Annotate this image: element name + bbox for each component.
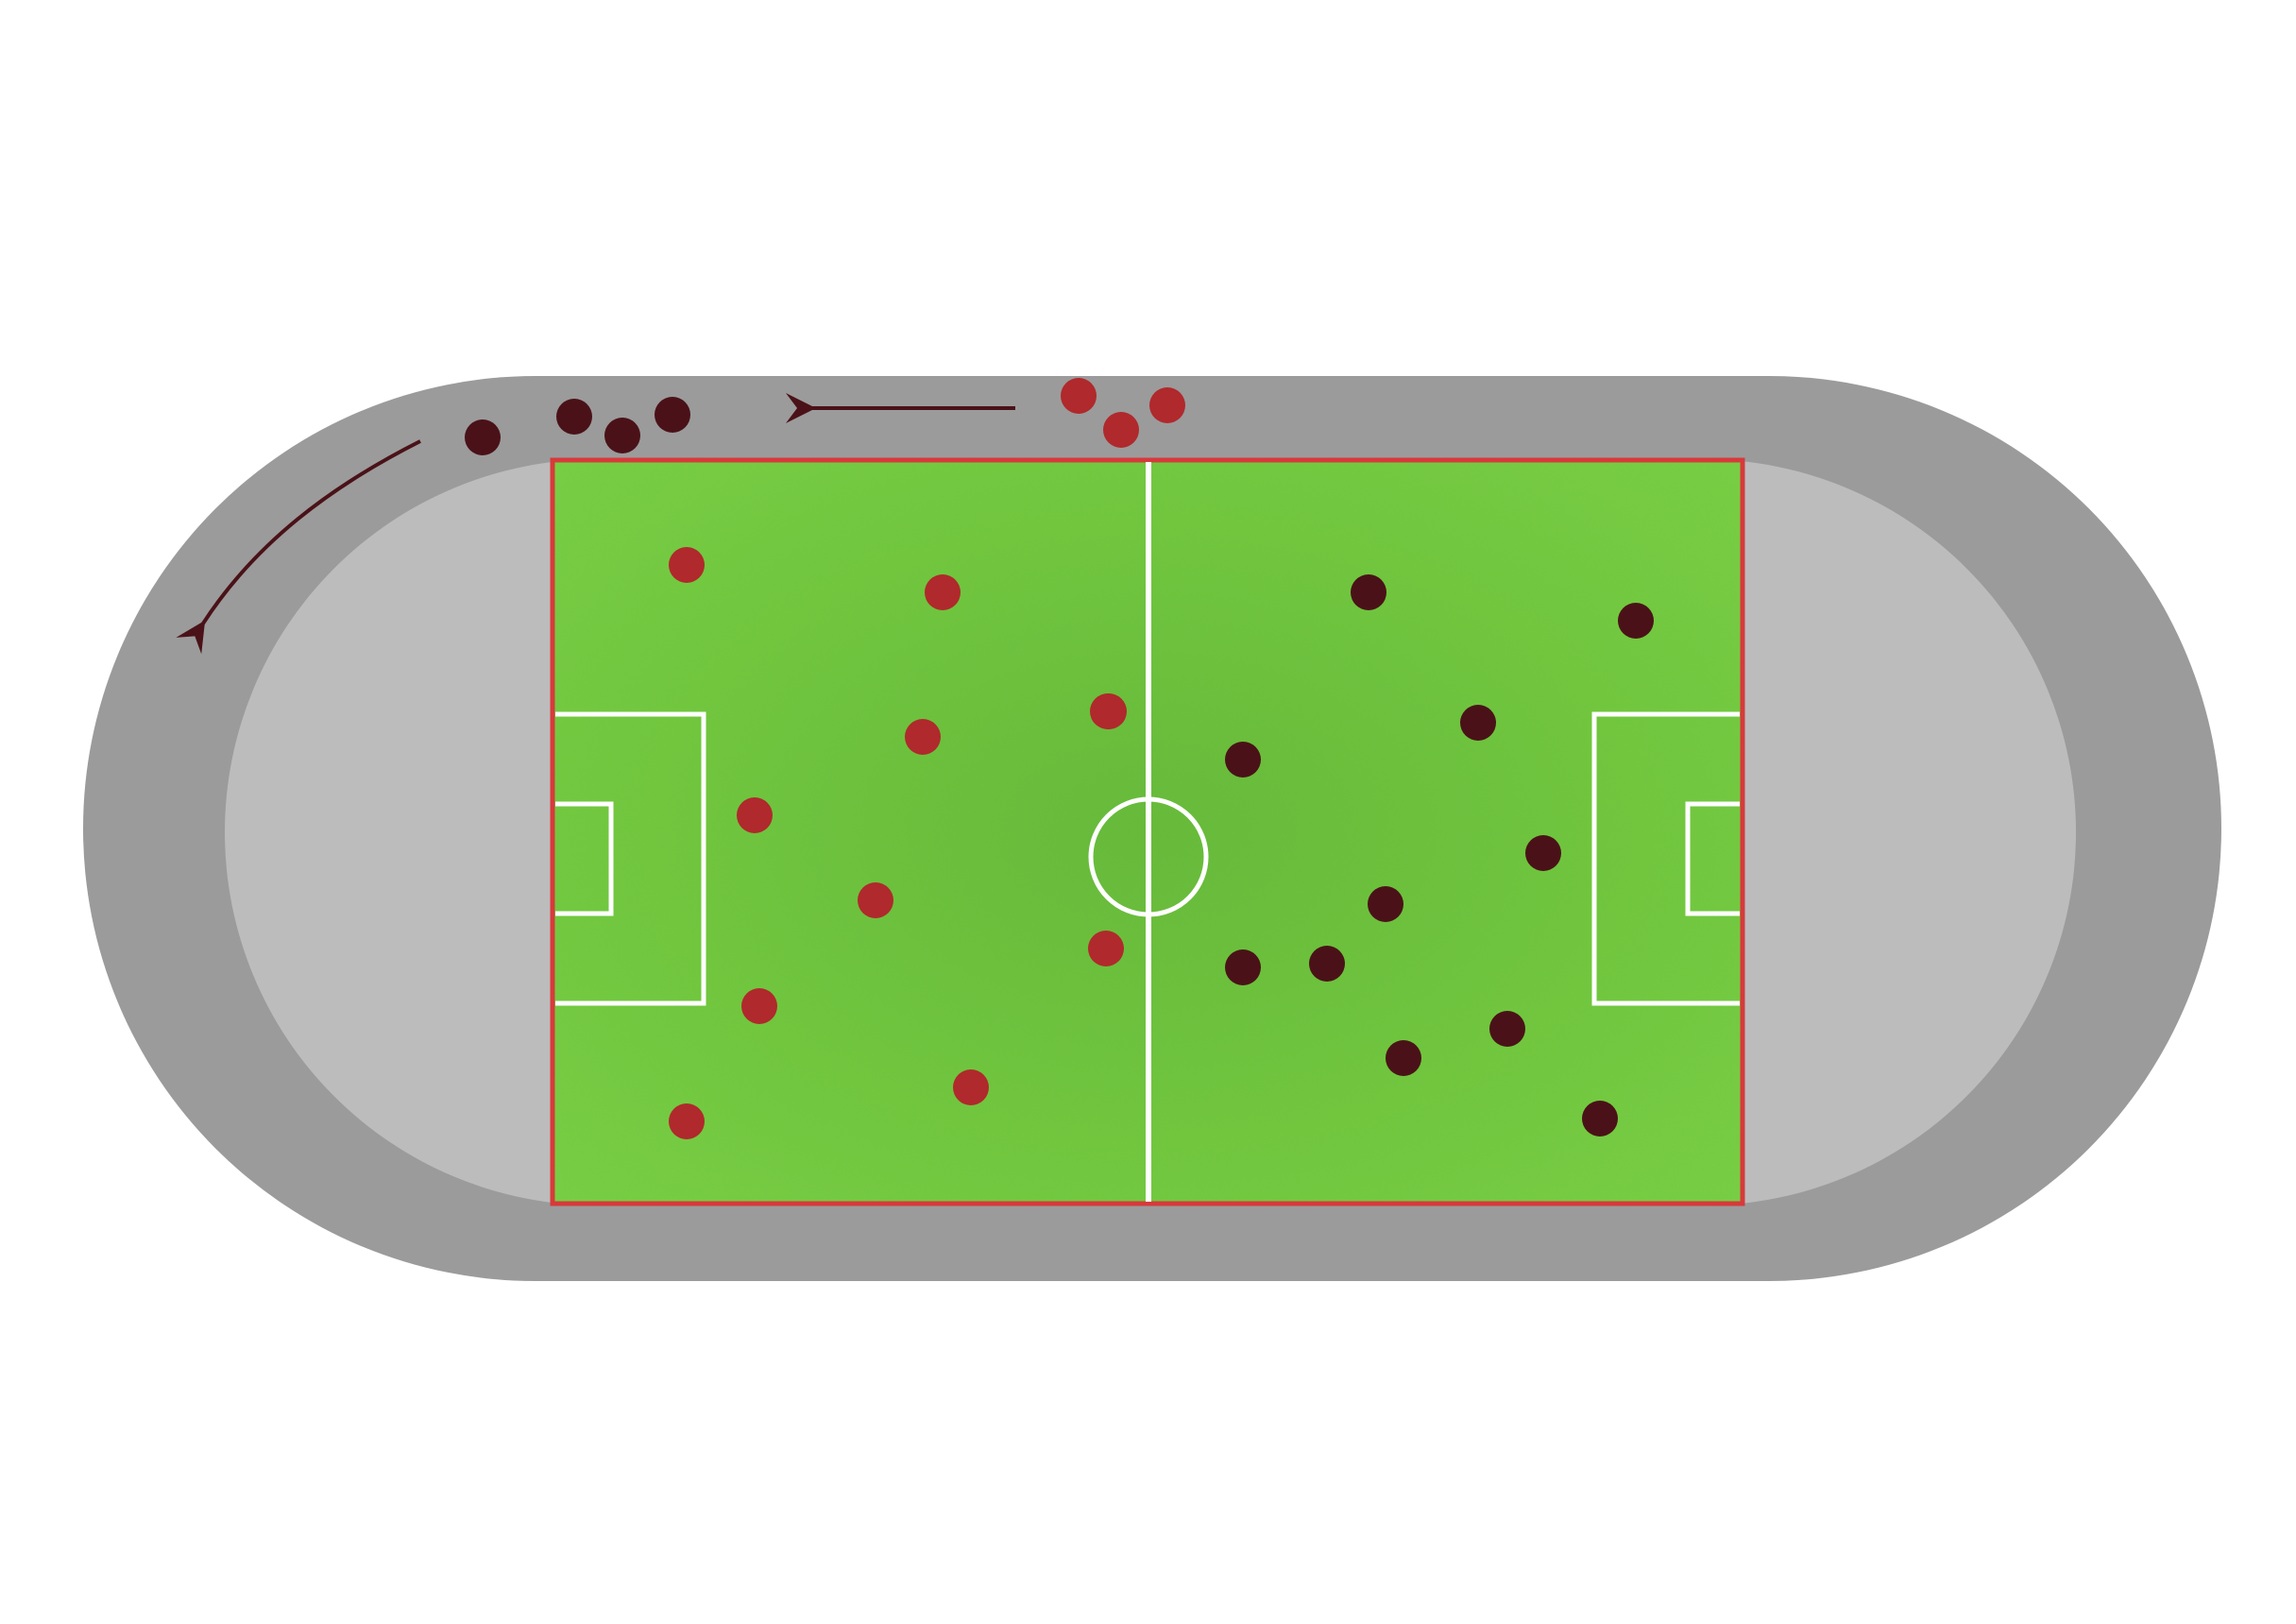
pitch-border bbox=[550, 457, 1745, 1206]
left-penalty-area bbox=[555, 711, 706, 1006]
dark-player bbox=[1525, 835, 1561, 871]
red-player-track bbox=[1103, 412, 1139, 448]
dark-player bbox=[1386, 1040, 1421, 1076]
curved-arrow-icon bbox=[176, 439, 421, 655]
red-player bbox=[1088, 931, 1124, 966]
red-player bbox=[741, 988, 777, 1024]
dark-player-track bbox=[556, 399, 592, 435]
dark-player bbox=[1368, 886, 1403, 922]
red-player-track bbox=[1149, 387, 1185, 423]
dark-player bbox=[1460, 705, 1496, 741]
football-pitch bbox=[550, 457, 1745, 1206]
centre-circle bbox=[1088, 796, 1209, 917]
dark-player-track bbox=[604, 418, 640, 453]
dark-player-track bbox=[465, 419, 501, 455]
red-player bbox=[953, 1069, 989, 1105]
left-goal-area bbox=[555, 801, 614, 916]
dark-player bbox=[1225, 949, 1261, 985]
dark-player bbox=[1309, 946, 1345, 982]
dark-player bbox=[1582, 1101, 1618, 1137]
dark-player bbox=[1351, 574, 1386, 610]
right-penalty-area bbox=[1591, 711, 1740, 1006]
red-player bbox=[1091, 693, 1127, 729]
red-player bbox=[858, 882, 893, 918]
red-player bbox=[737, 797, 773, 833]
red-player bbox=[905, 719, 941, 755]
red-player bbox=[669, 1103, 705, 1139]
dark-player bbox=[1618, 603, 1654, 639]
red-player bbox=[669, 547, 705, 583]
dark-player bbox=[1489, 1011, 1525, 1047]
movement-arrows bbox=[176, 393, 1015, 655]
red-player-track bbox=[1061, 378, 1097, 414]
red-player bbox=[925, 574, 961, 610]
dark-player-track bbox=[655, 397, 690, 433]
dark-team bbox=[465, 397, 1654, 1137]
dark-player bbox=[1225, 742, 1261, 778]
red-team bbox=[669, 378, 1185, 1139]
right-goal-area bbox=[1685, 801, 1740, 916]
